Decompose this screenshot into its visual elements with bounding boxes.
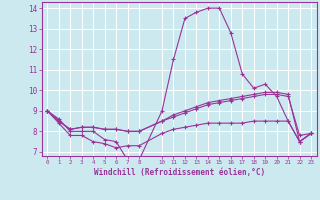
X-axis label: Windchill (Refroidissement éolien,°C): Windchill (Refroidissement éolien,°C) <box>94 168 265 177</box>
